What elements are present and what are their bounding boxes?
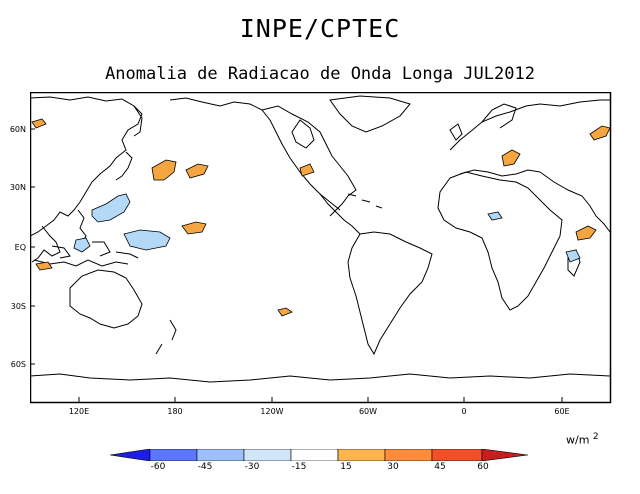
coastline-philippines xyxy=(77,209,87,243)
lon-label-0: 0 xyxy=(461,407,467,416)
coastline-antarctica xyxy=(30,373,611,383)
anomaly-negative-patch xyxy=(123,229,171,251)
coastline-north-america-east xyxy=(261,105,357,217)
legend-label: -45 xyxy=(197,462,213,472)
anomaly-positive-patch xyxy=(277,307,293,317)
lat-label-30n: 30N xyxy=(9,183,26,192)
anomaly-positive-patch xyxy=(299,163,315,177)
anomaly-negative-patch xyxy=(565,249,581,263)
coastline-central-america xyxy=(319,193,361,235)
lon-label-180: 180 xyxy=(167,407,183,416)
legend-swatch xyxy=(431,449,483,461)
anomaly-positive-patch xyxy=(185,163,209,179)
color-legend xyxy=(110,449,529,461)
units-exponent: 2 xyxy=(592,432,599,442)
anomaly-negative-patch xyxy=(73,237,91,253)
anomaly-negative-patch xyxy=(91,193,131,223)
legend-label: -60 xyxy=(150,462,166,472)
coastline-southeast-asia xyxy=(31,225,61,263)
legend-swatch xyxy=(149,449,198,461)
anomaly-map xyxy=(30,92,612,404)
coastline-arabia-india xyxy=(539,171,611,233)
coastline-scandinavia xyxy=(481,103,517,129)
legend-label: 45 xyxy=(434,462,446,472)
map-subtitle: Anomalia de Radiacao de Onda Longa JUL20… xyxy=(105,64,535,84)
units-label: w/m 2 xyxy=(566,432,599,447)
legend-label: 30 xyxy=(387,462,399,472)
coastline-mediterranean xyxy=(459,169,541,177)
anomaly-positive-patch xyxy=(35,261,53,271)
coastline-europe xyxy=(449,99,610,151)
anomaly-positive-patch xyxy=(589,125,611,141)
lat-label-eq: EQ xyxy=(14,243,26,252)
legend-label: 60 xyxy=(477,462,489,472)
legend-swatch xyxy=(384,449,433,461)
legend-label: -15 xyxy=(291,462,307,472)
legend-swatch xyxy=(290,449,339,461)
coastline-greenland xyxy=(329,95,411,133)
coastline-south-america xyxy=(347,231,433,356)
coastline-caribbean xyxy=(347,193,383,209)
coastline-new-zealand xyxy=(155,319,177,355)
coastline-africa xyxy=(437,171,563,311)
anomaly-negative-patch xyxy=(487,211,503,221)
legend-swatch xyxy=(481,449,529,461)
coastline-alaska xyxy=(169,97,341,211)
anomaly-positive-patch xyxy=(575,225,597,241)
lon-label-60e: 60E xyxy=(554,407,570,416)
legend-label: -30 xyxy=(244,462,260,472)
coastline-hudson xyxy=(291,119,315,149)
legend-swatch xyxy=(110,449,151,461)
main-title: INPE/CPTEC xyxy=(239,14,401,43)
map-frame xyxy=(30,92,612,404)
anomaly-positive-patch xyxy=(31,118,47,129)
coastline-japan xyxy=(115,151,133,181)
coastline-indonesia xyxy=(33,241,139,267)
lat-label-60s: 60S xyxy=(10,360,26,369)
units-text: w/m xyxy=(566,433,590,447)
lon-label-60w: 60W xyxy=(358,407,378,416)
legend-swatch xyxy=(196,449,245,461)
lon-label-120w: 120W xyxy=(260,407,284,416)
legend-label: 15 xyxy=(340,462,352,472)
anomaly-positive-patch xyxy=(501,149,521,167)
coastline-british-isles xyxy=(449,123,463,141)
lat-label-30s: 30S xyxy=(10,302,26,311)
legend-swatch xyxy=(243,449,292,461)
anomaly-positive-patch xyxy=(151,159,177,181)
coastline-kamchatka xyxy=(133,105,143,137)
lat-label-60n: 60N xyxy=(9,125,26,134)
anomaly-positive-patch xyxy=(181,221,207,235)
coastline-australia xyxy=(69,269,143,329)
lon-label-120e: 120E xyxy=(68,407,90,416)
legend-swatch xyxy=(337,449,386,461)
coastline-east-asia xyxy=(30,96,143,237)
